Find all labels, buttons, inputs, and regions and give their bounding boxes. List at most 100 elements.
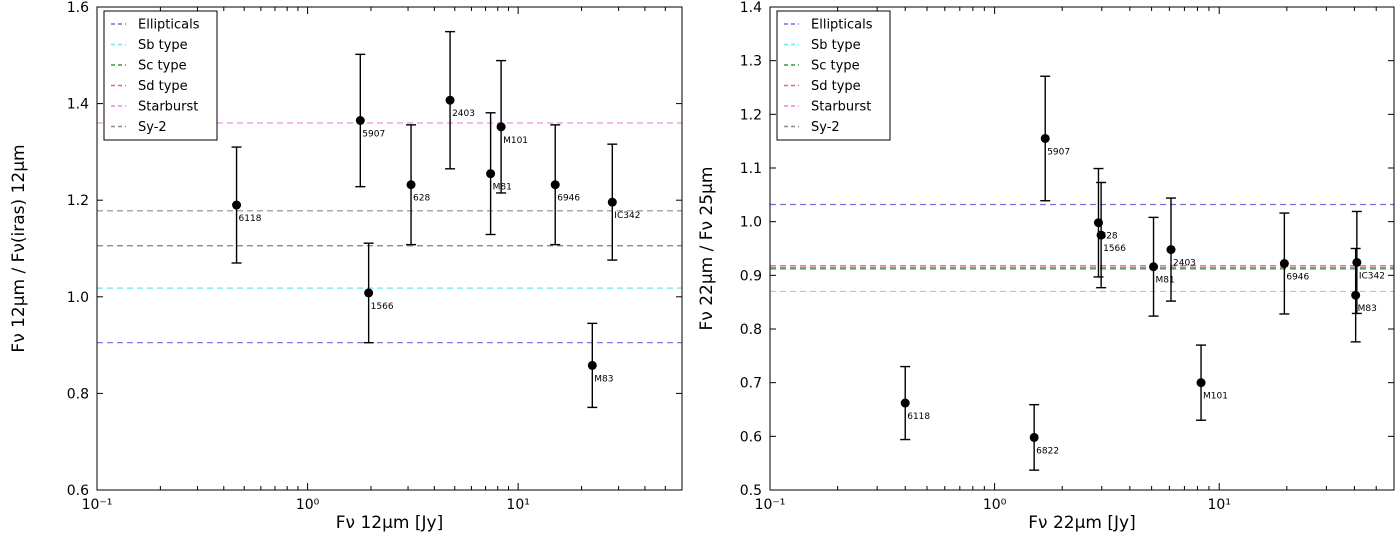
legend-label: Starburst [811,100,871,115]
point-label: 6946 [557,194,580,204]
x-tick-label: 10¹ [506,497,529,513]
point-label: M101 [503,136,528,146]
marker [1279,259,1289,269]
y-tick-label: 1.0 [740,215,762,231]
x-axis-label: Fν 22μm [Jy] [1028,513,1135,533]
data-point-6118: 6118 [231,146,262,264]
marker [607,197,617,207]
marker [587,360,597,370]
point-label: 5907 [362,130,385,140]
marker [1040,133,1050,143]
x-tick-label: 10¹ [1208,497,1231,513]
x-axis-label: Fν 12μm [Jy] [336,513,443,533]
data-point-6946: 6946 [1279,212,1310,315]
marker [486,169,496,179]
chart-panel-2: 0.5 0.6 0.7 0.8 0.9 1.0 1.1 1.2 1.3 1.4 10⁻¹ 10⁰ 10¹… [697,0,1395,533]
legend-item-starburst: Starburst [784,100,871,115]
point-label: IC342 [614,211,640,221]
marker [445,95,455,105]
y-tick-label: 1.4 [740,0,762,16]
data-point-ic342: IC342 [607,143,640,261]
y-tick-label: 0.6 [740,429,762,445]
legend-label: Sb type [811,38,861,53]
data-point-5907: 5907 [1040,75,1070,202]
point-label: 628 [413,194,430,204]
point-label: M83 [1358,304,1377,314]
marker [232,200,242,210]
legend-item-sb-type: Sb type [784,38,861,53]
marker [496,122,506,132]
y-tick-label: 1.4 [67,97,89,113]
y-tick-label: 1.2 [67,193,89,209]
data-point-6946: 6946 [550,124,580,246]
point-label: 6118 [907,412,930,422]
data-point-628: 628 [1093,167,1118,278]
data-point-2403: 2403 [1166,197,1196,302]
legend-label: Sy-2 [811,120,840,135]
data-point-m101: M101 [496,59,528,194]
marker [1096,230,1106,240]
x-tick-label: 10⁰ [296,497,320,513]
point-label: 2403 [1173,259,1196,269]
y-tick-label: 0.7 [740,376,762,392]
data-point-1566: 1566 [1096,181,1126,289]
marker [550,180,560,190]
data-point-m83: M83 [587,322,614,409]
marker [1352,257,1362,267]
chart-panel-1: 0.6 0.8 1.0 1.2 1.4 1.6 10⁻¹ 10⁰ 10¹ Fν 12μm [Jy]… [9,0,683,533]
x-tick-label: 10⁰ [983,497,1007,513]
legend-item-ellipticals: Ellipticals [784,18,873,33]
legend-label: Sc type [811,59,860,74]
y-tick-label: 0.9 [740,268,762,284]
data-point-m81: M81 [1148,216,1175,317]
data-point-6118: 6118 [900,365,930,441]
legend-label: Ellipticals [138,18,200,33]
legend: Ellipticals Sb type Sc type Sd type Starburs… [103,10,218,141]
marker [355,116,365,126]
marker [1029,432,1039,442]
legend-item-sb-type: Sb type [111,38,188,53]
y-tick-label: 0.5 [740,483,762,499]
axes-frame [769,6,1395,491]
legend-label: Sb type [138,38,188,53]
legend-item-sy-2: Sy-2 [111,120,167,135]
x-tick-label: 10⁻¹ [82,497,113,513]
legend-item-starburst: Starburst [111,100,198,115]
y-tick-label: 0.8 [67,386,89,402]
data-point-6822: 6822 [1029,403,1059,471]
legend-label: Sd type [138,79,188,94]
data-point-m83: M83 [1350,247,1377,343]
y-axis-label: Fν 22μm / Fν 25μm [697,167,717,331]
legend-item-sc-type: Sc type [784,59,860,74]
marker [900,398,910,408]
legend-label: Starburst [138,100,198,115]
point-label: 6946 [1286,273,1309,283]
legend-box [103,10,218,141]
data-point-2403: 2403 [445,30,475,170]
point-label: 6822 [1036,446,1059,456]
y-tick-label: 1.2 [740,107,762,123]
x-tick-label: 10⁻¹ [755,497,786,513]
legend-label: Sc type [138,59,187,74]
y-axis-label: Fν 12μm / Fν(iras) 12μm [9,144,29,352]
legend-label: Sd type [811,79,861,94]
point-label: M83 [594,374,613,384]
legend: Ellipticals Sb type Sc type Sd type Starburs… [776,10,891,141]
y-tick-label: 1.1 [740,161,762,177]
marker [1351,290,1361,300]
marker [1196,378,1206,388]
legend-label: Sy-2 [138,120,167,135]
point-label: 1566 [1103,244,1126,254]
point-label: M101 [1203,392,1228,402]
legend-item-sc-type: Sc type [111,59,187,74]
legend-item-sy-2: Sy-2 [784,120,840,135]
legend-label: Ellipticals [811,18,873,33]
point-label: M81 [1156,276,1175,286]
y-tick-label: 1.3 [740,54,762,70]
data-point-1566: 1566 [363,242,394,344]
y-tick-label: 0.6 [67,483,89,499]
point-label: 628 [1100,232,1117,242]
y-tick-label: 0.8 [740,322,762,338]
point-label: IC342 [1359,271,1385,281]
